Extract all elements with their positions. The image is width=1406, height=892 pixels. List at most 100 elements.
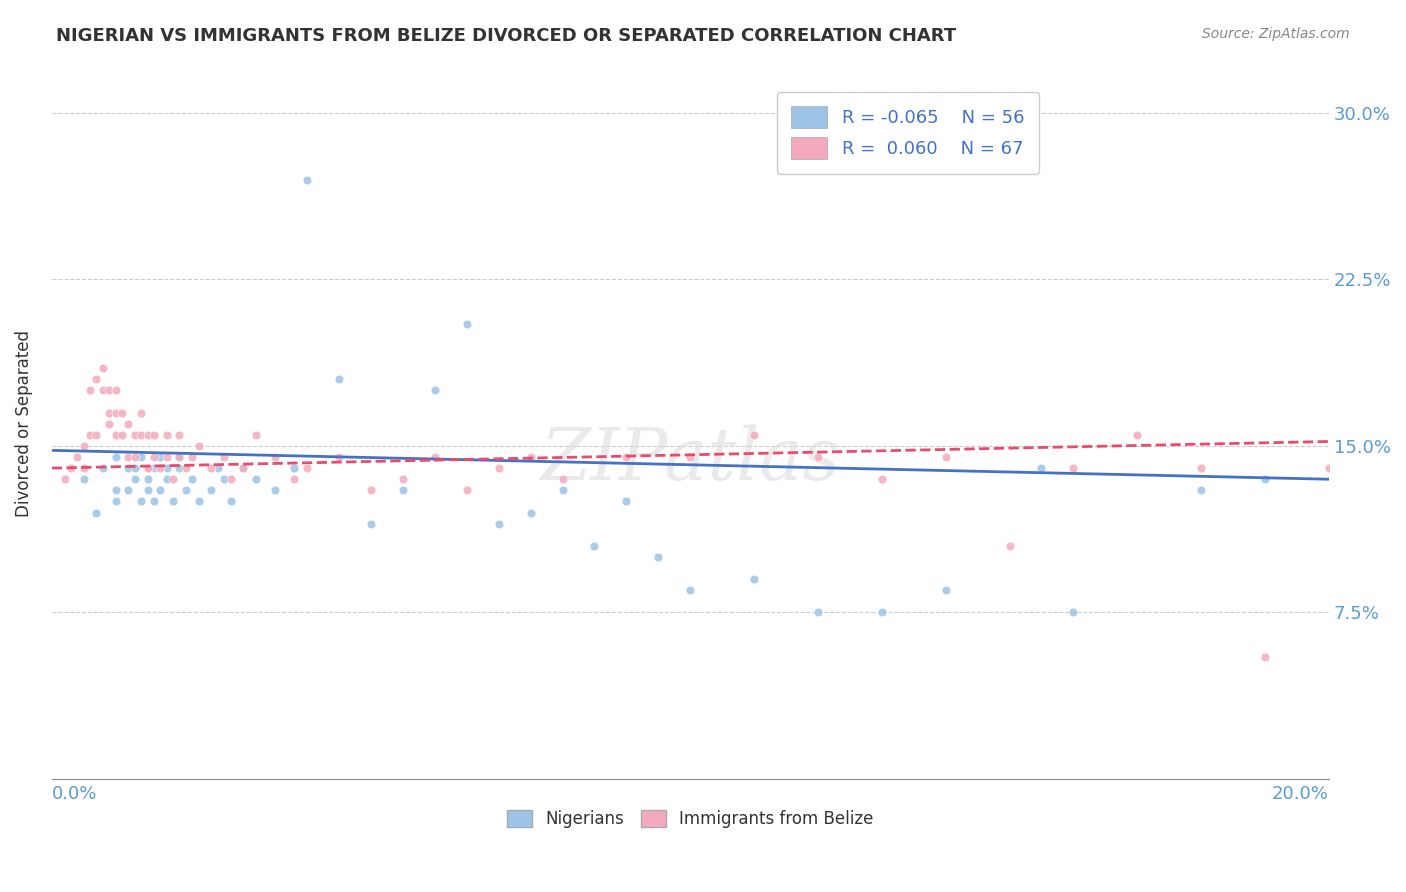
- Point: [200, 461, 222, 475]
- Text: NIGERIAN VS IMMIGRANTS FROM BELIZE DIVORCED OR SEPARATED CORRELATION CHART: NIGERIAN VS IMMIGRANTS FROM BELIZE DIVOR…: [56, 27, 956, 45]
- Point: [79, 384, 101, 398]
- Point: [53, 472, 76, 486]
- Point: [169, 427, 191, 442]
- Point: [104, 494, 127, 508]
- Point: [998, 539, 1021, 553]
- Point: [207, 461, 229, 475]
- Point: [232, 461, 254, 475]
- Point: [117, 417, 139, 431]
- Point: [181, 450, 204, 464]
- Point: [117, 483, 139, 498]
- Point: [264, 483, 287, 498]
- Point: [187, 439, 209, 453]
- Point: [245, 472, 267, 486]
- Point: [219, 472, 242, 486]
- Point: [149, 483, 172, 498]
- Point: [870, 472, 893, 486]
- Point: [423, 450, 446, 464]
- Point: [807, 450, 830, 464]
- Point: [245, 427, 267, 442]
- Point: [73, 439, 96, 453]
- Point: [174, 461, 197, 475]
- Point: [232, 461, 254, 475]
- Point: [283, 461, 305, 475]
- Point: [181, 472, 204, 486]
- Point: [679, 583, 702, 598]
- Point: [129, 450, 152, 464]
- Point: [423, 384, 446, 398]
- Point: [742, 427, 765, 442]
- Point: [328, 372, 350, 386]
- Text: Source: ZipAtlas.com: Source: ZipAtlas.com: [1202, 27, 1350, 41]
- Point: [583, 539, 606, 553]
- Point: [212, 472, 235, 486]
- Point: [1126, 427, 1149, 442]
- Point: [156, 427, 179, 442]
- Point: [519, 450, 541, 464]
- Point: [149, 461, 172, 475]
- Point: [149, 450, 172, 464]
- Point: [1031, 461, 1053, 475]
- Point: [86, 427, 108, 442]
- Point: [142, 461, 165, 475]
- Point: [142, 450, 165, 464]
- Point: [295, 172, 318, 186]
- Point: [117, 461, 139, 475]
- Point: [142, 494, 165, 508]
- Point: [142, 427, 165, 442]
- Point: [679, 450, 702, 464]
- Point: [870, 606, 893, 620]
- Point: [91, 384, 114, 398]
- Point: [73, 461, 96, 475]
- Point: [129, 494, 152, 508]
- Point: [117, 450, 139, 464]
- Point: [129, 406, 152, 420]
- Point: [98, 406, 121, 420]
- Point: [124, 450, 146, 464]
- Point: [104, 406, 127, 420]
- Point: [935, 583, 957, 598]
- Point: [392, 472, 415, 486]
- Point: [162, 472, 184, 486]
- Point: [79, 427, 101, 442]
- Point: [136, 461, 159, 475]
- Point: [59, 461, 82, 475]
- Legend: Nigerians, Immigrants from Belize: Nigerians, Immigrants from Belize: [501, 803, 880, 835]
- Point: [1062, 461, 1084, 475]
- Point: [392, 483, 415, 498]
- Point: [91, 361, 114, 376]
- Point: [1062, 606, 1084, 620]
- Point: [616, 494, 638, 508]
- Point: [174, 483, 197, 498]
- Point: [360, 483, 382, 498]
- Point: [200, 483, 222, 498]
- Point: [616, 450, 638, 464]
- Point: [156, 472, 179, 486]
- Point: [456, 483, 478, 498]
- Point: [328, 450, 350, 464]
- Point: [98, 384, 121, 398]
- Point: [162, 494, 184, 508]
- Point: [169, 450, 191, 464]
- Point: [169, 461, 191, 475]
- Point: [104, 483, 127, 498]
- Point: [295, 461, 318, 475]
- Point: [212, 450, 235, 464]
- Point: [283, 472, 305, 486]
- Text: 20.0%: 20.0%: [1272, 785, 1329, 803]
- Point: [124, 427, 146, 442]
- Point: [551, 483, 574, 498]
- Point: [104, 427, 127, 442]
- Point: [156, 461, 179, 475]
- Point: [86, 506, 108, 520]
- Point: [136, 427, 159, 442]
- Point: [91, 461, 114, 475]
- Point: [360, 516, 382, 531]
- Point: [264, 450, 287, 464]
- Point: [111, 406, 134, 420]
- Point: [488, 516, 510, 531]
- Point: [1189, 461, 1212, 475]
- Point: [1189, 483, 1212, 498]
- Point: [98, 417, 121, 431]
- Point: [104, 450, 127, 464]
